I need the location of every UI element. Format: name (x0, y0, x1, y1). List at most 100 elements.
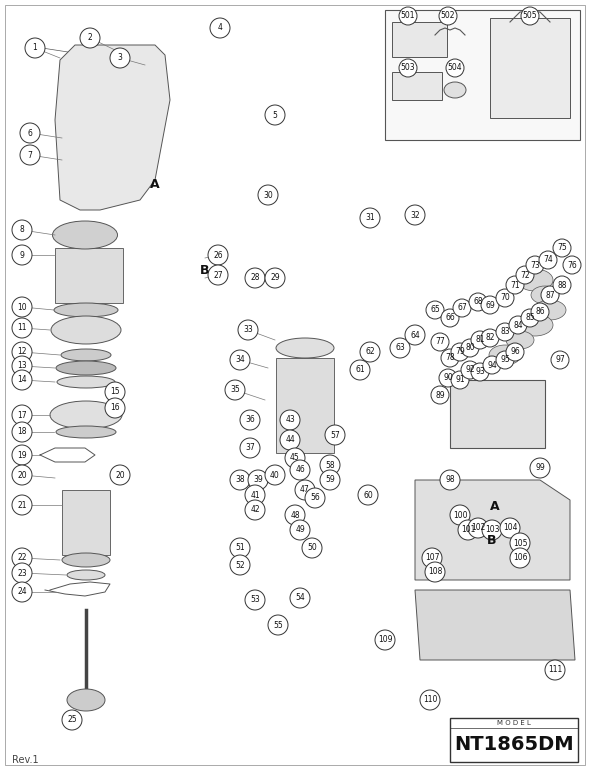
Text: 95: 95 (500, 355, 510, 365)
Text: 20: 20 (115, 470, 125, 480)
Text: 85: 85 (525, 314, 535, 322)
Text: 54: 54 (295, 594, 305, 602)
Circle shape (405, 205, 425, 225)
Text: 503: 503 (401, 63, 415, 72)
Text: 64: 64 (410, 331, 420, 339)
Circle shape (516, 266, 534, 284)
Circle shape (441, 349, 459, 367)
Circle shape (258, 185, 278, 205)
Text: 90: 90 (443, 373, 453, 382)
Circle shape (458, 520, 478, 540)
Circle shape (481, 329, 499, 347)
Circle shape (510, 533, 530, 553)
Bar (392, 22, 447, 57)
Text: 86: 86 (535, 308, 545, 317)
Text: 504: 504 (448, 63, 463, 72)
Circle shape (320, 470, 340, 490)
Circle shape (265, 105, 285, 125)
Circle shape (539, 251, 557, 269)
Text: 100: 100 (453, 510, 467, 520)
Circle shape (245, 500, 265, 520)
Text: 96: 96 (510, 348, 520, 356)
Circle shape (230, 538, 250, 558)
Circle shape (521, 309, 539, 327)
Ellipse shape (444, 82, 466, 98)
Circle shape (431, 386, 449, 404)
Circle shape (208, 245, 228, 265)
Circle shape (426, 301, 444, 319)
Text: 94: 94 (487, 361, 497, 369)
Circle shape (12, 422, 32, 442)
Text: 70: 70 (500, 294, 510, 302)
Circle shape (531, 303, 549, 321)
Circle shape (302, 538, 322, 558)
Circle shape (265, 465, 285, 485)
Circle shape (541, 286, 559, 304)
Text: 2: 2 (88, 33, 93, 42)
Text: M O D E L: M O D E L (497, 720, 531, 726)
Circle shape (551, 351, 569, 369)
Text: 15: 15 (110, 388, 120, 396)
Bar (450, 380, 545, 448)
Circle shape (208, 265, 228, 285)
Text: 73: 73 (530, 261, 540, 270)
Text: 48: 48 (290, 510, 300, 520)
Text: NT1865DM: NT1865DM (454, 736, 574, 755)
Text: 65: 65 (430, 305, 440, 315)
Circle shape (360, 342, 380, 362)
Text: 80: 80 (465, 344, 475, 352)
Circle shape (350, 360, 370, 380)
Text: 67: 67 (457, 304, 467, 312)
Circle shape (440, 470, 460, 490)
Circle shape (360, 208, 380, 228)
Circle shape (482, 520, 502, 540)
Circle shape (496, 289, 514, 307)
Text: 29: 29 (270, 274, 280, 282)
Circle shape (295, 480, 315, 500)
Bar (55, 248, 123, 303)
Circle shape (450, 505, 470, 525)
Text: 78: 78 (445, 353, 455, 362)
Text: 41: 41 (250, 490, 260, 500)
Ellipse shape (50, 401, 122, 429)
Circle shape (245, 268, 265, 288)
Text: 68: 68 (473, 298, 483, 307)
Circle shape (12, 495, 32, 515)
Circle shape (12, 563, 32, 583)
Circle shape (12, 245, 32, 265)
Circle shape (105, 398, 125, 418)
Text: 93: 93 (475, 368, 485, 376)
Circle shape (305, 488, 325, 508)
Circle shape (245, 590, 265, 610)
Text: 61: 61 (355, 365, 365, 375)
Text: 89: 89 (435, 390, 445, 399)
Ellipse shape (534, 300, 566, 320)
Text: 92: 92 (465, 365, 475, 375)
Text: 88: 88 (557, 281, 567, 289)
Circle shape (12, 220, 32, 240)
Circle shape (510, 548, 530, 568)
Circle shape (290, 460, 310, 480)
Circle shape (441, 309, 459, 327)
Circle shape (12, 582, 32, 602)
Text: B: B (487, 534, 497, 547)
Circle shape (545, 660, 565, 680)
Text: 69: 69 (485, 301, 495, 309)
Circle shape (285, 505, 305, 525)
Ellipse shape (276, 338, 334, 358)
Circle shape (468, 518, 488, 538)
Text: 83: 83 (500, 328, 510, 336)
Circle shape (461, 339, 479, 357)
Polygon shape (415, 480, 570, 580)
Circle shape (375, 630, 395, 650)
Ellipse shape (51, 316, 121, 344)
Circle shape (446, 59, 464, 77)
Circle shape (509, 316, 527, 334)
Circle shape (451, 343, 469, 361)
Circle shape (325, 425, 345, 445)
Circle shape (20, 145, 40, 165)
Text: 107: 107 (425, 554, 439, 563)
Text: 6: 6 (28, 129, 32, 137)
Circle shape (12, 465, 32, 485)
Text: 33: 33 (243, 325, 253, 335)
